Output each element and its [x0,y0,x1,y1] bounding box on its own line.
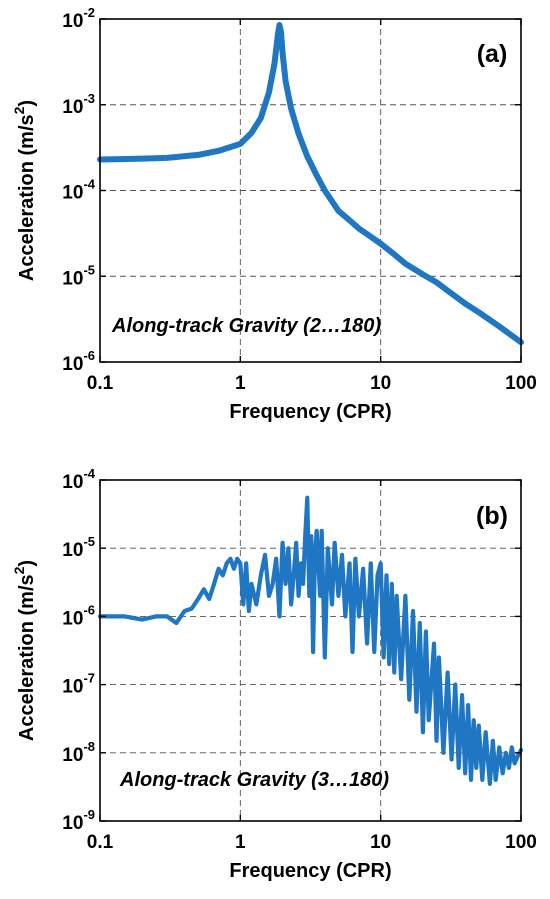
grid [100,19,521,362]
x-tick-label: 0.1 [87,832,114,853]
x-tick-label: 0.1 [87,373,114,394]
y-tick-label: 10-6 [62,602,95,629]
y-tick-label: 10-9 [62,807,95,834]
annotation-text: Along-track Gravity (3…180) [119,769,389,791]
series-line-1 [97,22,524,346]
panel-label: (a) [477,40,508,68]
y-tick-label: 10-2 [62,5,95,32]
y-tick-label: 10-6 [62,348,95,375]
x-tick-label: 100 [505,832,537,853]
chart-panel-1: 0.1 1 10 100 10-6 10-5 10-4 10-3 10-2 Frequency (… [11,5,537,423]
y-tick-label: 10-4 [62,177,95,204]
chart-panel-2: 0.1 1 10 100 10-9 10-8 10-7 10-6 10-5 10-4 Frequen… [11,466,537,882]
x-tick-label: 1 [235,373,246,394]
y-tick-label: 10-4 [62,466,95,493]
y-tick-label: 10-3 [62,91,95,118]
x-tick-label: 10 [370,373,391,394]
plot-frame [99,479,522,822]
y-axis-title: Acceleration (m/s2) [11,100,38,281]
annotation-text: Along-track Gravity (2…180) [111,315,381,337]
series-line-1 [97,495,524,786]
x-tick-label: 1 [235,832,246,853]
x-tick-label: 10 [370,832,391,853]
y-tick-label: 10-5 [62,534,95,561]
y-tick-label: 10-7 [62,671,95,698]
y-tick-label: 10-5 [62,262,95,289]
y-tick-label: 10-8 [62,739,95,766]
y-axis-title: Acceleration (m/s2) [11,560,38,741]
panel-label: (b) [476,502,508,530]
x-tick-label: 100 [505,373,537,394]
x-axis-title: Frequency (CPR) [229,860,391,882]
x-axis-title: Frequency (CPR) [229,401,391,423]
